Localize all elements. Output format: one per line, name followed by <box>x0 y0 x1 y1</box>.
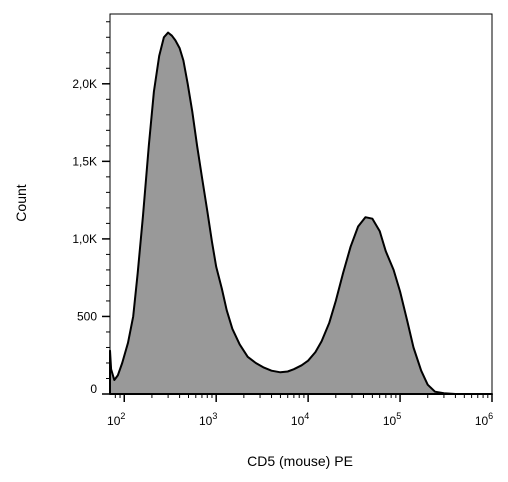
x-tick-label: 102 <box>107 411 125 428</box>
x-axis: 102 103 104 105 106 <box>107 394 493 428</box>
x-tick-label: 104 <box>291 411 309 428</box>
y-tick-label: 0 <box>90 382 97 396</box>
y-axis: 0 500 1,0K 1,5K 2,0K <box>72 21 110 396</box>
y-tick-label: 2,0K <box>72 77 97 91</box>
x-tick-label: 106 <box>475 411 493 428</box>
y-tick-label: 1,5K <box>72 154 97 168</box>
histogram-area <box>109 31 493 395</box>
x-tick-label: 103 <box>199 411 217 428</box>
x-axis-title: CD5 (mouse) PE <box>247 453 353 469</box>
y-tick-label: 500 <box>77 309 97 323</box>
y-tick-label: 1,0K <box>72 232 97 246</box>
x-tick-label: 105 <box>383 411 401 428</box>
y-axis-title: Count <box>13 184 29 221</box>
